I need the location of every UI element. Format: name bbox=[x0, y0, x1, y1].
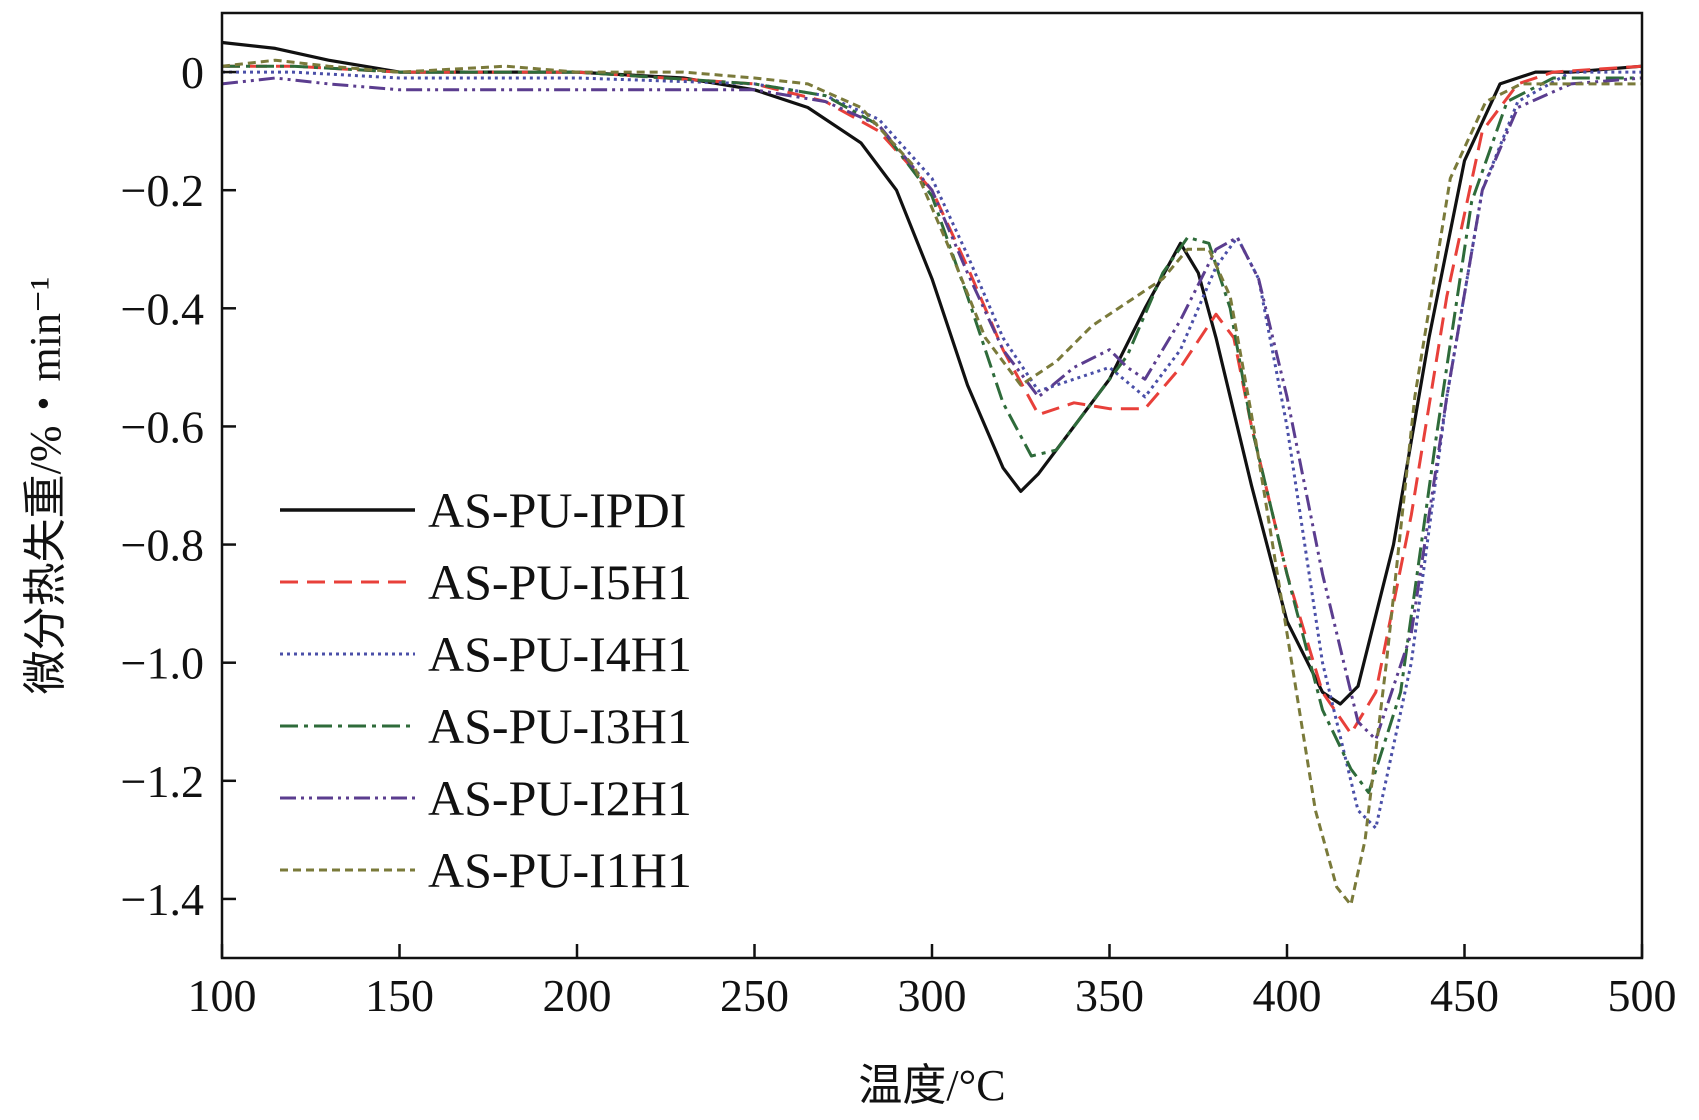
x-axis-label: 温度/°C bbox=[858, 1061, 1005, 1110]
y-tick-label: −0.4 bbox=[121, 283, 204, 334]
legend-label: AS-PU-IPDI bbox=[428, 482, 686, 538]
y-tick-label: −0.2 bbox=[121, 165, 204, 216]
x-tick-label: 350 bbox=[1075, 970, 1144, 1021]
x-tick-label: 100 bbox=[188, 970, 257, 1021]
y-axis-label: 微分热失重/%・min⁻¹ bbox=[21, 277, 70, 695]
legend-label: AS-PU-I5H1 bbox=[428, 554, 692, 610]
x-tick-label: 200 bbox=[543, 970, 612, 1021]
y-tick-label: −1.0 bbox=[121, 638, 204, 689]
series-line-as-pu-i5h1 bbox=[222, 64, 1643, 736]
legend-label: AS-PU-I2H1 bbox=[428, 770, 692, 826]
y-tick-label: −0.6 bbox=[121, 401, 204, 452]
legend-label: AS-PU-I3H1 bbox=[428, 698, 692, 754]
legend-label: AS-PU-I1H1 bbox=[428, 842, 692, 898]
series-line-as-pu-i2h1 bbox=[221, 76, 1643, 741]
x-tick-label: 150 bbox=[365, 970, 434, 1021]
y-tick-label: 0 bbox=[181, 47, 204, 98]
series-lines bbox=[221, 40, 1643, 907]
y-tick-label: −1.2 bbox=[121, 756, 204, 807]
x-tick-label: 450 bbox=[1430, 970, 1499, 1021]
legend-label: AS-PU-I4H1 bbox=[428, 626, 692, 682]
x-tick-label: 300 bbox=[898, 970, 967, 1021]
x-tick-label: 400 bbox=[1253, 970, 1322, 1021]
series-line-as-pu-i3h1 bbox=[222, 64, 1642, 795]
y-axis: 0 −0.2 −0.4 −0.6 −0.8 −1.0 −1.2 −1.4 bbox=[121, 47, 236, 925]
y-tick-label: −0.8 bbox=[121, 520, 204, 571]
series-line-as-pu-i1h1 bbox=[221, 58, 1642, 907]
x-tick-label: 500 bbox=[1608, 970, 1677, 1021]
legend: AS-PU-IPDI AS-PU-I5H1 AS-PU-I4H1 AS-PU-I3H1… bbox=[280, 482, 692, 898]
x-tick-label: 250 bbox=[720, 970, 789, 1021]
y-tick-label: −1.4 bbox=[121, 874, 204, 925]
x-axis: 100 150 200 250 300 350 400 450 500 bbox=[188, 944, 1677, 1021]
